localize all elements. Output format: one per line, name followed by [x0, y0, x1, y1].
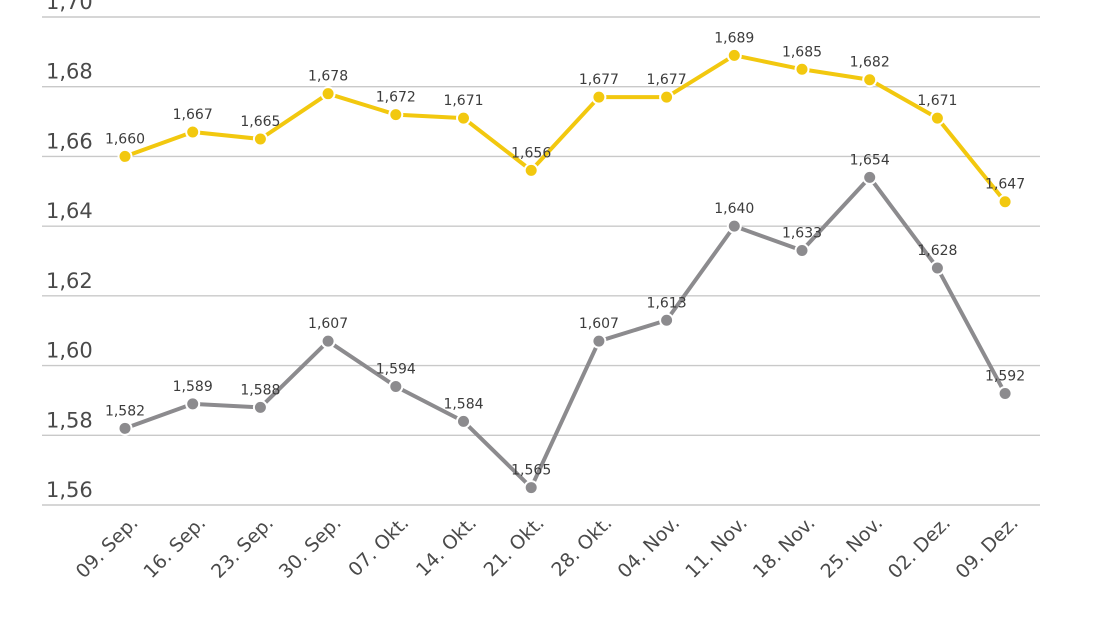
data-point [591, 333, 607, 349]
data-label: 1,613 [647, 295, 687, 311]
data-label: 1,607 [579, 316, 619, 332]
series-line [123, 175, 1008, 490]
data-label: 1,628 [917, 243, 957, 259]
series-1: 1,660 1,667 1,665 1,678 1,672 1,671 1,656 1,677… [105, 30, 1025, 210]
x-tick-label: 14. Okt. [412, 512, 481, 581]
data-point [726, 47, 742, 63]
data-label: 1,584 [443, 396, 483, 412]
x-tick-label: 09. Dez. [952, 512, 1023, 583]
y-tick-label: 1,56 [46, 478, 93, 502]
data-label: 1,671 [917, 93, 957, 109]
y-tick-label: 1,58 [46, 408, 93, 432]
data-label: 1,565 [511, 463, 551, 479]
x-tick-label: 18. Nov. [749, 512, 820, 583]
data-label: 1,689 [714, 30, 754, 46]
data-point [659, 89, 675, 105]
data-point [185, 124, 201, 140]
data-label: 1,685 [782, 44, 822, 60]
x-tick-label: 25. Nov. [817, 512, 888, 583]
x-tick-label: 07. Okt. [344, 512, 413, 581]
data-point [659, 312, 675, 328]
y-tick-label: 1,66 [46, 129, 93, 153]
data-label: 1,660 [105, 131, 145, 147]
series-line [123, 53, 1008, 204]
y-tick-label: 1,60 [46, 339, 93, 363]
data-label: 1,672 [376, 90, 416, 106]
series-2: 1,582 1,589 1,588 1,607 1,594 1,584 1,565 1,607… [105, 152, 1025, 496]
data-point [252, 399, 268, 415]
data-point [523, 480, 539, 496]
x-tick-label: 16. Sep. [139, 512, 210, 583]
data-point [456, 110, 471, 126]
data-point [456, 413, 471, 429]
data-point [794, 61, 810, 77]
data-label: 1,582 [105, 403, 145, 419]
data-point [997, 194, 1013, 210]
data-label: 1,592 [985, 368, 1025, 384]
data-label: 1,678 [308, 69, 348, 85]
data-label: 1,607 [308, 316, 348, 332]
data-label: 1,633 [782, 226, 822, 242]
x-tick-label: 09. Sep. [72, 512, 143, 583]
data-label: 1,589 [173, 379, 213, 395]
data-point [117, 148, 133, 164]
x-tick-label: 21. Okt. [480, 512, 549, 581]
data-point [726, 218, 742, 234]
data-label: 1,671 [443, 93, 483, 109]
x-axis-tick-labels: 09. Sep.16. Sep.23. Sep.30. Sep.07. Okt.… [72, 512, 1023, 583]
y-tick-label: 1,62 [46, 269, 93, 293]
data-point [252, 131, 268, 147]
data-point [862, 72, 878, 88]
x-tick-label: 04. Nov. [613, 512, 684, 583]
data-point [523, 162, 539, 178]
data-label: 1,677 [647, 72, 687, 88]
data-label: 1,665 [240, 114, 280, 130]
x-tick-label: 30. Sep. [275, 512, 346, 583]
y-tick-label: 1,64 [46, 199, 93, 223]
y-tick-label: 1,70 [46, 0, 93, 14]
data-label: 1,654 [850, 152, 890, 168]
data-point [794, 243, 810, 259]
data-point [929, 110, 945, 126]
x-tick-label: 11. Nov. [681, 512, 752, 583]
data-point [388, 378, 404, 394]
x-tick-label: 23. Sep. [207, 512, 278, 583]
data-point [388, 107, 404, 123]
x-tick-label: 02. Dez. [884, 512, 955, 583]
series-group: 1,660 1,667 1,665 1,678 1,672 1,671 1,656 1,677… [105, 30, 1025, 496]
data-point [929, 260, 945, 276]
data-point [862, 169, 878, 185]
data-point [320, 86, 336, 102]
data-label: 1,656 [511, 145, 551, 161]
data-point [117, 420, 133, 436]
y-axis-tick-labels: 1,56 1,58 1,60 1,62 1,64 1,66 1,68 1,70 [46, 0, 93, 502]
data-point [320, 333, 336, 349]
data-label: 1,677 [579, 72, 619, 88]
data-label: 1,667 [173, 107, 213, 123]
gridlines [42, 16, 1040, 506]
data-point [185, 396, 201, 412]
data-point [591, 89, 607, 105]
data-label: 1,682 [850, 55, 890, 71]
data-label: 1,640 [714, 201, 754, 217]
x-tick-label: 28. Okt. [547, 512, 616, 581]
data-label: 1,647 [985, 177, 1025, 193]
data-label: 1,594 [376, 361, 416, 377]
y-tick-label: 1,68 [46, 60, 93, 84]
data-point [997, 385, 1013, 401]
data-label: 1,588 [240, 382, 280, 398]
